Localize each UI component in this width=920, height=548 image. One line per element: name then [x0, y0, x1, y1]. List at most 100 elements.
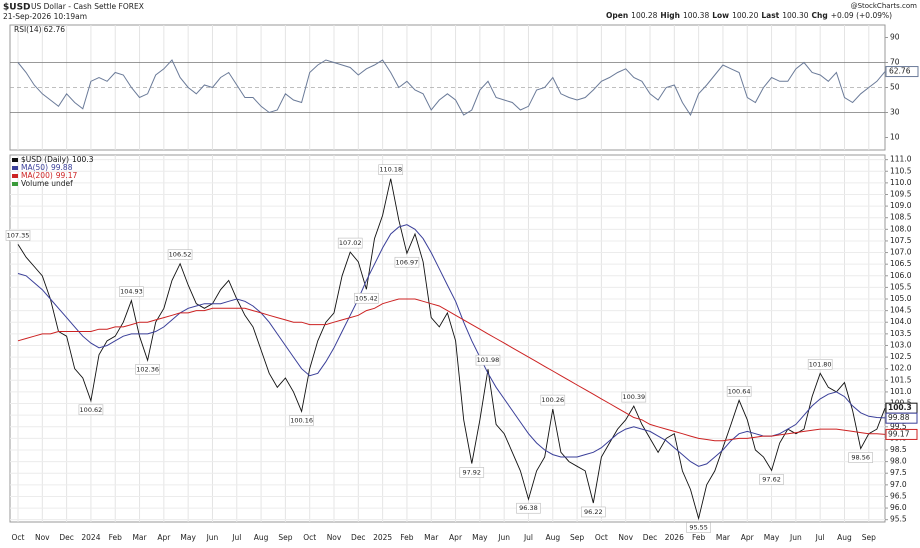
quote-value: +0.09 (+0.09%) [831, 11, 892, 20]
x-tick-label: Sep [862, 533, 876, 542]
value-label: 97.92 [462, 468, 481, 476]
x-tick-label: Aug [545, 533, 560, 542]
y-tick-label: 110.5 [890, 166, 912, 175]
last-box [885, 412, 918, 424]
y-tick-label: 97.0 [890, 480, 907, 489]
series-line [17, 298, 886, 442]
legend-name: MA(200) [21, 171, 53, 180]
y-tick-label: 105.5 [890, 282, 912, 291]
last-box [885, 428, 918, 440]
value-label-box [726, 385, 752, 397]
x-tick-label: Nov [618, 533, 633, 542]
y-tick-label: 109.0 [890, 201, 912, 210]
symbol: $USD [3, 3, 31, 13]
value-label-box [167, 249, 193, 261]
quote: Chg +0.09 (+0.09%) [812, 11, 893, 20]
y-tick-label: 102.5 [890, 352, 912, 361]
value-label: 100.62 [80, 406, 103, 414]
x-tick-label: Jun [497, 533, 510, 542]
x-tick-label: Mar [716, 533, 731, 542]
y-tick-label: 99.5 [890, 422, 907, 431]
y-tick-label: 70 [890, 58, 900, 67]
legend-last: 99.88 [51, 163, 73, 172]
value-label: 97.62 [762, 475, 781, 483]
x-tick-label: May [764, 533, 780, 542]
value-label-box [580, 506, 606, 518]
value-label: 100.64 [728, 387, 751, 395]
x-tick-label: Jul [231, 533, 241, 542]
x-tick-label: Dec [643, 533, 658, 542]
x-tick-label: Jul [523, 533, 533, 542]
y-tick-label: 104.5 [890, 306, 912, 315]
value-label-box [135, 364, 160, 375]
rsi-name: RSI(14) [14, 25, 42, 34]
value-label-box [621, 391, 647, 403]
x-tick-label: 2024 [81, 533, 100, 542]
y-tick-label: 96.0 [890, 503, 907, 512]
last-value: 99.17 [888, 429, 910, 438]
value-label-box [516, 502, 541, 514]
quote-value: 100.20 [732, 11, 758, 20]
x-tick-label: Aug [837, 533, 852, 542]
x-tick-label: Feb [400, 533, 414, 542]
x-tick-label: 2026 [665, 533, 684, 542]
value-label: 100.26 [541, 396, 564, 404]
y-tick-label: 107.0 [890, 248, 912, 257]
quote-label: Last [761, 11, 779, 20]
y-tick-label: 111.0 [890, 155, 912, 164]
legend-last: 99.17 [56, 171, 78, 180]
y-tick-label: 10 [890, 133, 900, 142]
x-tick-label: Jul [815, 533, 825, 542]
last-value: 100.3 [888, 403, 912, 412]
x-tick-label: Oct [595, 533, 608, 542]
y-tick-label: 108.0 [890, 224, 912, 233]
legend-swatch [12, 166, 18, 170]
legend-last: 100.3 [72, 155, 94, 164]
y-tick-label: 101.5 [890, 375, 912, 384]
value-label: 98.56 [851, 454, 870, 462]
value-label-box [848, 452, 873, 463]
y-tick-label: 95.5 [890, 515, 907, 524]
instrument-name: US Dollar - Cash Settle FOREX [31, 2, 144, 11]
last-box [885, 66, 919, 78]
value-label-box [475, 354, 501, 366]
x-tick-label: Sep [570, 533, 584, 542]
value-label-box [337, 237, 363, 249]
legend-swatch [12, 158, 18, 162]
y-tick-label: 101.0 [890, 387, 912, 396]
date: 21-Sep-2026 10:19am [3, 12, 87, 21]
value-label-box [354, 292, 379, 304]
x-tick-label: Dec [59, 533, 74, 542]
value-label: 102.36 [136, 365, 159, 373]
value-label: 107.02 [339, 239, 362, 247]
y-tick-label: 97.5 [890, 468, 907, 477]
legend-entry: MA(50) 99.88 [21, 163, 73, 172]
y-tick-label: 110.0 [890, 178, 912, 187]
x-tick-label: 2025 [373, 533, 392, 542]
value-label: 104.93 [120, 288, 143, 296]
x-tick-label: Nov [327, 533, 342, 542]
value-label-box [5, 230, 31, 241]
value-label: 106.97 [396, 258, 419, 266]
quote: Low 100.20 [712, 11, 758, 20]
x-tick-label: Feb [109, 533, 123, 542]
source: @StockCharts.com [851, 2, 918, 10]
y-tick-label: 96.5 [890, 491, 907, 500]
quote: Open 100.28 [606, 11, 658, 20]
quote: High 100.38 [660, 11, 709, 20]
y-tick-label: 109.5 [890, 189, 912, 198]
quote-label: Chg [812, 11, 828, 20]
y-tick-label: 98.5 [890, 445, 907, 454]
quote-label: Open [606, 11, 628, 20]
y-tick-label: 104.0 [890, 317, 912, 326]
value-label-box [759, 474, 784, 485]
legend-name: MA(50) [21, 163, 48, 172]
x-tick-label: Jun [206, 533, 219, 542]
y-tick-label: 106.0 [890, 271, 912, 280]
x-tick-label: Mar [424, 533, 439, 542]
y-tick-label: 105.0 [890, 294, 912, 303]
x-tick-label: Oct [303, 533, 316, 542]
value-label: 95.55 [689, 524, 708, 532]
quote: Last 100.30 [761, 11, 808, 20]
